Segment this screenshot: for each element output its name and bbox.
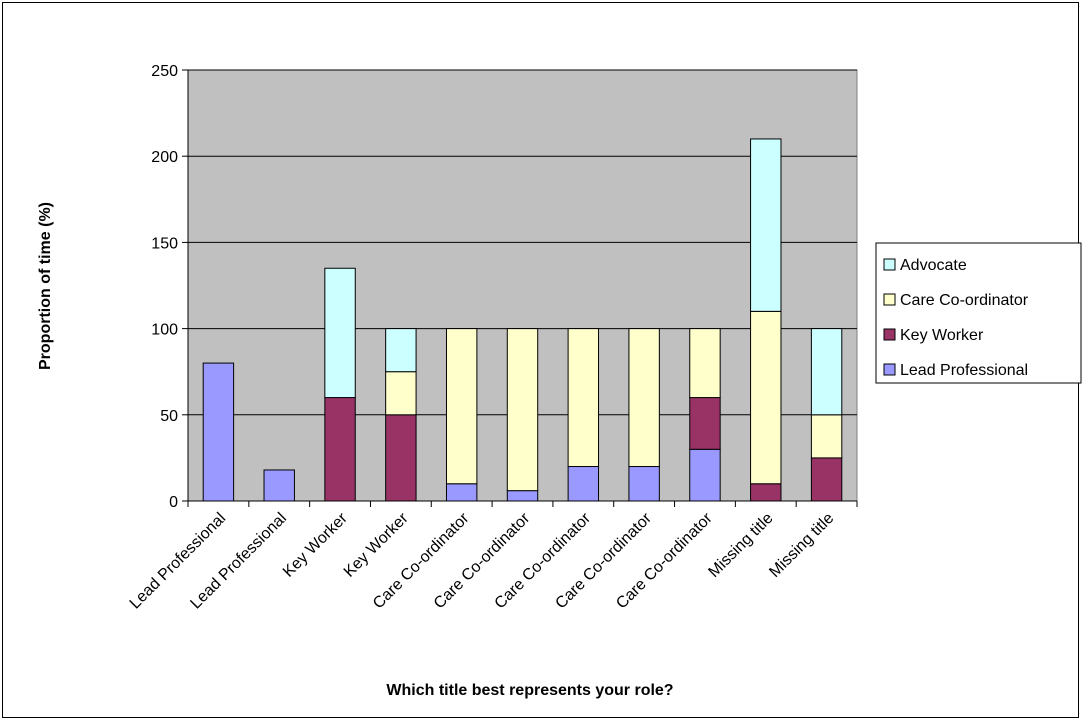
legend: Advocate Care Co-ordinator Key Worker Lead … <box>875 242 1082 384</box>
axes <box>182 69 858 507</box>
bar-segment <box>445 483 478 502</box>
legend-swatch <box>883 328 896 341</box>
bar-segment <box>810 414 843 459</box>
bars <box>202 138 843 502</box>
bar-segment <box>385 371 417 416</box>
x-tick-label: Missing title <box>705 510 776 581</box>
bar-segment <box>263 469 295 502</box>
y-tick-labels: 0 50 100 150 200 250 <box>151 63 178 511</box>
legend-swatch <box>883 258 896 271</box>
y-tick-label: 150 <box>151 235 178 252</box>
bar-segment <box>385 414 417 502</box>
bar-segment <box>750 138 782 312</box>
x-tick-label: Key Worker <box>280 509 351 580</box>
legend-label: Lead Professional <box>900 362 1028 379</box>
legend-swatch <box>883 363 896 376</box>
bar-segment <box>324 397 356 502</box>
x-axis-title: Which title best represents your role? <box>386 682 673 699</box>
bar-segment <box>202 362 235 502</box>
bar-segment <box>689 397 721 450</box>
y-tick-label: 50 <box>160 408 178 425</box>
bar-segment <box>385 328 417 373</box>
bar-segment <box>445 328 478 485</box>
bar-segment <box>506 490 539 502</box>
y-tick-label: 0 <box>169 494 178 511</box>
y-tick-label: 250 <box>151 63 178 80</box>
bar-segment <box>689 328 721 399</box>
bar-segment <box>750 310 782 485</box>
y-tick-label: 200 <box>151 149 178 166</box>
bar-segment <box>628 466 660 502</box>
x-tick-label: Missing title <box>766 510 837 581</box>
bar-segment <box>628 328 660 468</box>
bar-segment <box>810 328 843 416</box>
bar-segment <box>567 328 600 468</box>
legend-label: Care Co-ordinator <box>900 292 1029 309</box>
bar-segment <box>506 328 539 492</box>
bar-segment <box>750 483 782 502</box>
legend-label: Advocate <box>900 257 967 274</box>
bar-segment <box>324 267 356 399</box>
y-axis-title: Proportion of time (%) <box>37 202 54 370</box>
y-tick-label: 100 <box>151 322 178 339</box>
legend-label: Key Worker <box>900 327 984 344</box>
bar-segment <box>810 457 843 502</box>
bar-segment <box>689 448 721 502</box>
legend-swatch <box>883 293 896 306</box>
bar-segment <box>567 466 600 502</box>
legend-box <box>875 242 1082 384</box>
